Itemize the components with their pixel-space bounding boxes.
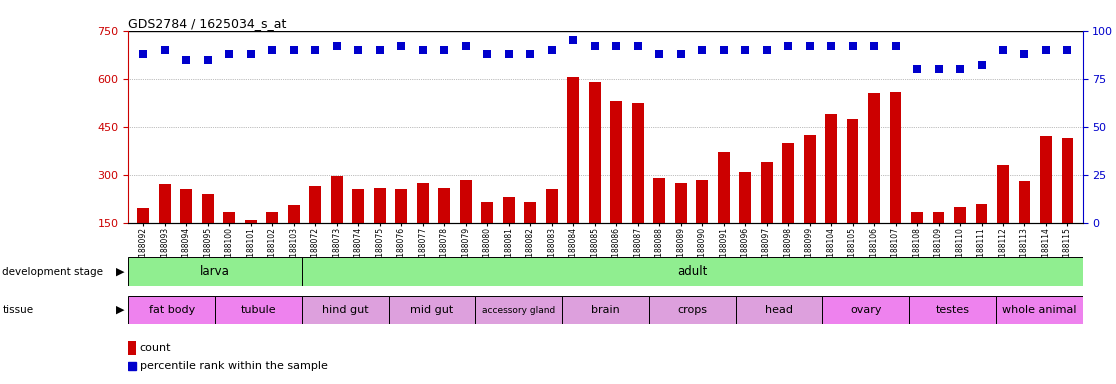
Bar: [128, 296, 215, 324]
Bar: [954, 207, 966, 223]
Bar: [696, 180, 708, 223]
Bar: [889, 91, 902, 223]
Bar: [137, 208, 150, 223]
Bar: [735, 296, 822, 324]
Text: crops: crops: [677, 305, 708, 315]
Text: ▶: ▶: [116, 305, 125, 315]
Bar: [546, 189, 558, 223]
Bar: [997, 165, 1009, 223]
Bar: [267, 212, 278, 223]
Bar: [1019, 181, 1030, 223]
Bar: [202, 194, 214, 223]
Bar: [481, 202, 493, 223]
Text: tubule: tubule: [241, 305, 277, 315]
Bar: [589, 82, 600, 223]
Bar: [388, 296, 475, 324]
Bar: [1061, 138, 1074, 223]
Bar: [417, 183, 429, 223]
Text: testes: testes: [935, 305, 970, 315]
Bar: [301, 296, 388, 324]
Text: larva: larva: [200, 265, 230, 278]
Text: adult: adult: [677, 265, 708, 278]
Text: count: count: [140, 343, 171, 353]
Bar: [718, 152, 730, 223]
Bar: [911, 212, 923, 223]
Bar: [761, 162, 772, 223]
Text: head: head: [764, 305, 792, 315]
Bar: [525, 202, 536, 223]
Bar: [301, 257, 1083, 286]
Bar: [804, 135, 816, 223]
Bar: [632, 103, 644, 223]
Bar: [995, 296, 1083, 324]
Bar: [460, 180, 472, 223]
Bar: [822, 296, 910, 324]
Text: development stage: development stage: [2, 266, 104, 277]
Bar: [353, 189, 364, 223]
Bar: [309, 186, 321, 223]
Bar: [847, 119, 858, 223]
Bar: [374, 187, 386, 223]
Bar: [675, 183, 686, 223]
Bar: [933, 212, 944, 223]
Bar: [128, 341, 136, 354]
Bar: [215, 296, 301, 324]
Bar: [825, 114, 837, 223]
Bar: [244, 220, 257, 223]
Text: brain: brain: [591, 305, 619, 315]
Bar: [610, 101, 622, 223]
Bar: [648, 296, 735, 324]
Bar: [739, 172, 751, 223]
Text: percentile rank within the sample: percentile rank within the sample: [140, 361, 327, 371]
Bar: [288, 205, 300, 223]
Text: fat body: fat body: [148, 305, 195, 315]
Bar: [782, 143, 793, 223]
Bar: [653, 178, 665, 223]
Text: whole animal: whole animal: [1002, 305, 1077, 315]
Bar: [395, 189, 407, 223]
Bar: [158, 184, 171, 223]
Bar: [503, 197, 514, 223]
Bar: [128, 257, 301, 286]
Text: mid gut: mid gut: [411, 305, 453, 315]
Text: ▶: ▶: [116, 266, 125, 277]
Text: accessory gland: accessory gland: [482, 306, 556, 314]
Bar: [439, 187, 450, 223]
Bar: [975, 204, 988, 223]
Bar: [181, 189, 192, 223]
Bar: [910, 296, 995, 324]
Bar: [1040, 136, 1052, 223]
Text: ovary: ovary: [850, 305, 882, 315]
Text: tissue: tissue: [2, 305, 33, 315]
Text: hind gut: hind gut: [321, 305, 368, 315]
Bar: [567, 77, 579, 223]
Bar: [562, 296, 648, 324]
Bar: [868, 93, 881, 223]
Bar: [223, 212, 235, 223]
Bar: [330, 176, 343, 223]
Bar: [475, 296, 562, 324]
Text: GDS2784 / 1625034_s_at: GDS2784 / 1625034_s_at: [128, 17, 287, 30]
